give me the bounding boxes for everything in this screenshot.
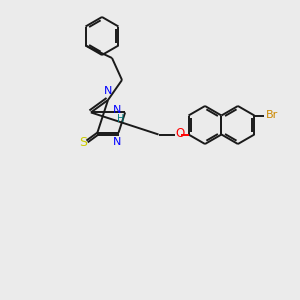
Text: Br: Br (266, 110, 279, 121)
Text: O: O (175, 127, 184, 140)
Text: N: N (113, 105, 121, 116)
Text: H: H (117, 114, 125, 124)
Text: N: N (104, 86, 112, 96)
Text: S: S (80, 136, 87, 149)
Text: N: N (112, 136, 121, 147)
